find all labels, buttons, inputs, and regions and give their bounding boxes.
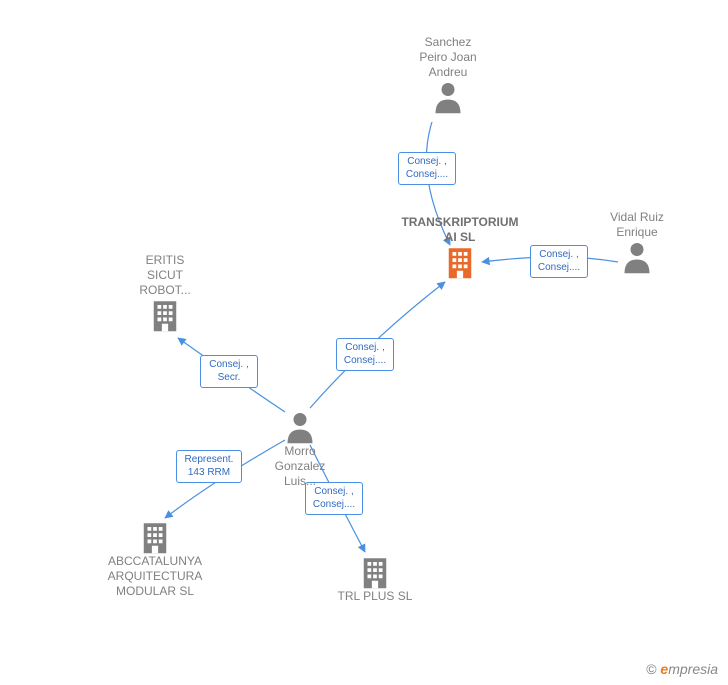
- person-icon: [255, 410, 345, 444]
- edge-label-morro-transkriptorium[interactable]: Consej. ,Consej....: [336, 338, 394, 371]
- node-label-vidal: Vidal RuizEnrique: [592, 210, 682, 240]
- brand-logo: empresia: [660, 661, 718, 677]
- building-icon: [125, 298, 205, 332]
- node-abccat[interactable]: ABCCATALUNYAARQUITECTURAMODULAR SL: [85, 520, 225, 599]
- node-sanchez[interactable]: SanchezPeiro JoanAndreu: [398, 35, 498, 114]
- node-label-eritis: ERITISSICUTROBOT...: [125, 253, 205, 298]
- node-label-abccat: ABCCATALUNYAARQUITECTURAMODULAR SL: [85, 554, 225, 599]
- person-icon: [398, 80, 498, 114]
- node-label-morro: MorroGonzalezLuis...: [255, 444, 345, 489]
- person-icon: [592, 240, 682, 274]
- node-morro[interactable]: MorroGonzalezLuis...: [255, 410, 345, 489]
- edge-label-morro-eritis[interactable]: Consej. ,Secr.: [200, 355, 258, 388]
- node-transkriptorium[interactable]: TRANSKRIPTORIUMAI SL: [370, 215, 550, 279]
- node-label-transkriptorium: TRANSKRIPTORIUMAI SL: [370, 215, 550, 245]
- edge-label-morro-abccat[interactable]: Represent.143 RRM: [176, 450, 242, 483]
- node-label-sanchez: SanchezPeiro JoanAndreu: [398, 35, 498, 80]
- copyright-symbol: ©: [646, 661, 656, 677]
- edge-label-sanchez-transkriptorium[interactable]: Consej. ,Consej....: [398, 152, 456, 185]
- node-trl[interactable]: TRL PLUS SL: [320, 555, 430, 604]
- node-label-trl: TRL PLUS SL: [320, 589, 430, 604]
- building-icon: [370, 245, 550, 279]
- node-eritis[interactable]: ERITISSICUTROBOT...: [125, 253, 205, 332]
- building-icon: [85, 520, 225, 554]
- node-vidal[interactable]: Vidal RuizEnrique: [592, 210, 682, 274]
- diagram-canvas: Consej. ,Consej.... Consej. ,Consej.... Co…: [0, 0, 728, 685]
- building-icon: [320, 555, 430, 589]
- footer: © empresia: [646, 661, 718, 677]
